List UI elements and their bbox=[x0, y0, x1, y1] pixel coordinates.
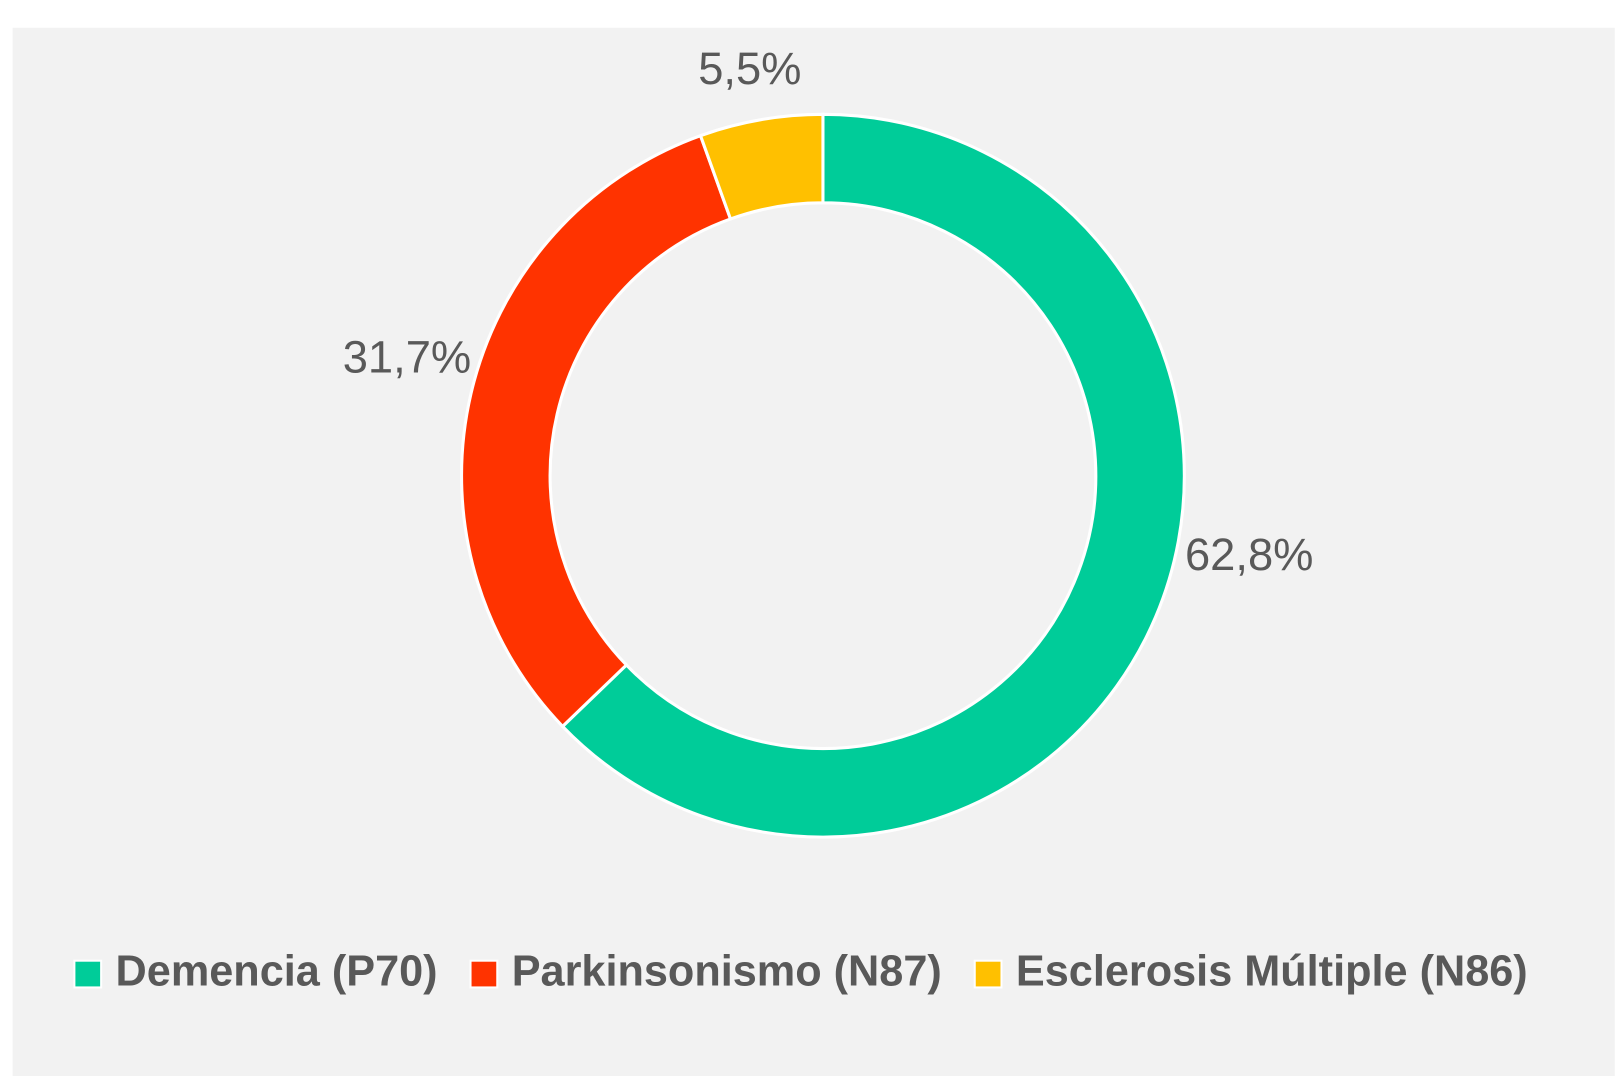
legend-label: Esclerosis Múltiple (N86) bbox=[1016, 947, 1528, 995]
legend-label: Demencia (P70) bbox=[116, 947, 438, 995]
data-label: 5,5% bbox=[698, 43, 801, 94]
legend-swatch bbox=[973, 959, 1003, 989]
donut-segment bbox=[460, 133, 733, 729]
data-label: 62,8% bbox=[1185, 529, 1313, 580]
legend-label: Parkinsonismo (N87) bbox=[512, 947, 942, 995]
donut-segment bbox=[698, 112, 825, 221]
legend-swatch bbox=[73, 959, 103, 989]
legend-swatch bbox=[469, 959, 499, 989]
data-label: 31,7% bbox=[343, 331, 471, 382]
donut-segment bbox=[560, 112, 1186, 839]
